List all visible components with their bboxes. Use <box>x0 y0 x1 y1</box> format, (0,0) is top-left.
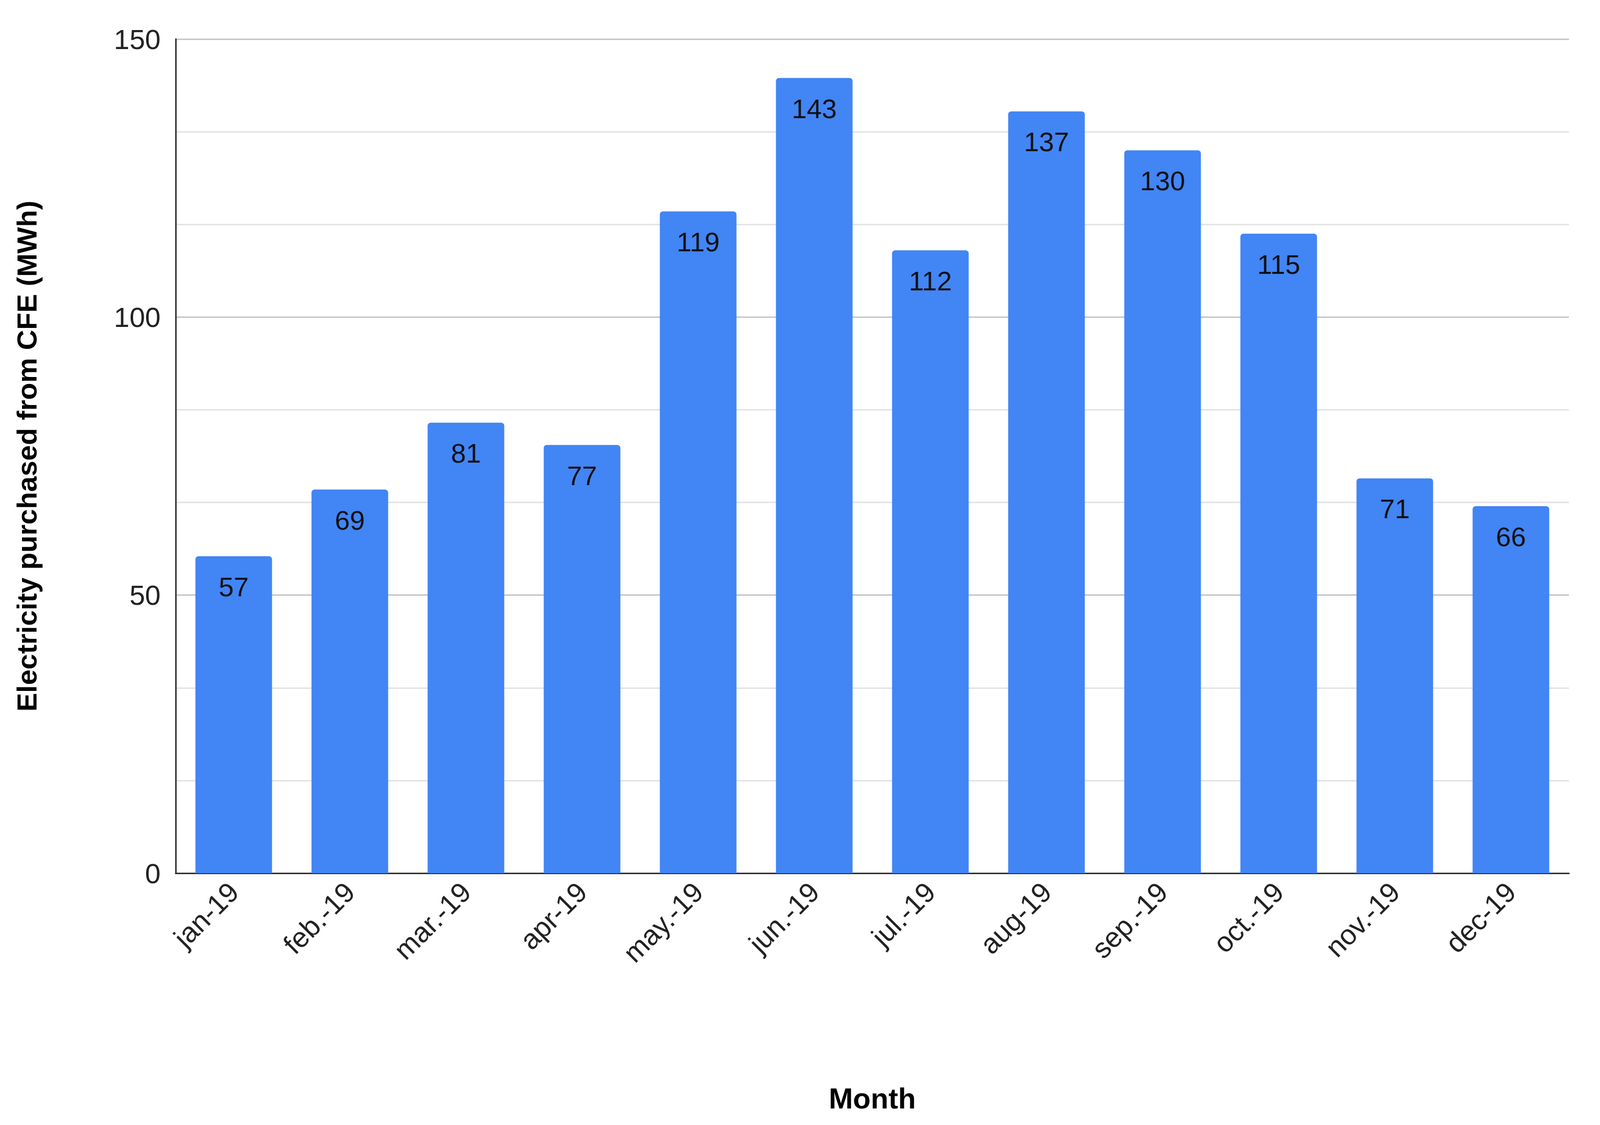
svg-text:Electricity purchased from CFE: Electricity purchased from CFE (MWh) <box>11 200 43 712</box>
svg-text:143: 143 <box>791 93 837 124</box>
svg-text:71: 71 <box>1379 493 1410 524</box>
svg-text:112: 112 <box>908 265 952 296</box>
svg-text:150: 150 <box>114 23 161 56</box>
svg-text:dec-19: dec-19 <box>1439 875 1523 959</box>
svg-text:77: 77 <box>567 460 598 491</box>
svg-text:57: 57 <box>218 571 249 602</box>
svg-text:aug-19: aug-19 <box>973 875 1058 960</box>
svg-text:100: 100 <box>114 301 161 333</box>
svg-text:69: 69 <box>334 504 365 536</box>
svg-text:apr-19: apr-19 <box>513 875 594 956</box>
svg-text:Month: Month <box>828 1081 916 1115</box>
svg-text:jan-19: jan-19 <box>166 875 245 954</box>
svg-text:130: 130 <box>1140 165 1186 196</box>
svg-text:81: 81 <box>450 437 481 468</box>
svg-text:115: 115 <box>1257 249 1301 280</box>
svg-text:feb.-19: feb.-19 <box>276 875 361 960</box>
svg-text:oct.-19: oct.-19 <box>1207 875 1291 959</box>
svg-text:66: 66 <box>1495 521 1526 552</box>
svg-text:119: 119 <box>676 226 720 257</box>
svg-text:50: 50 <box>129 579 161 611</box>
svg-text:may.-19: may.-19 <box>617 875 710 969</box>
svg-text:sep.-19: sep.-19 <box>1085 875 1175 965</box>
svg-text:nov.-19: nov.-19 <box>1319 875 1407 963</box>
svg-text:137: 137 <box>1023 126 1070 157</box>
svg-text:mar.-19: mar.-19 <box>387 875 478 966</box>
svg-text:0: 0 <box>145 857 161 889</box>
svg-text:jul.-19: jul.-19 <box>864 875 942 953</box>
svg-text:jun.-19: jun.-19 <box>741 875 826 960</box>
